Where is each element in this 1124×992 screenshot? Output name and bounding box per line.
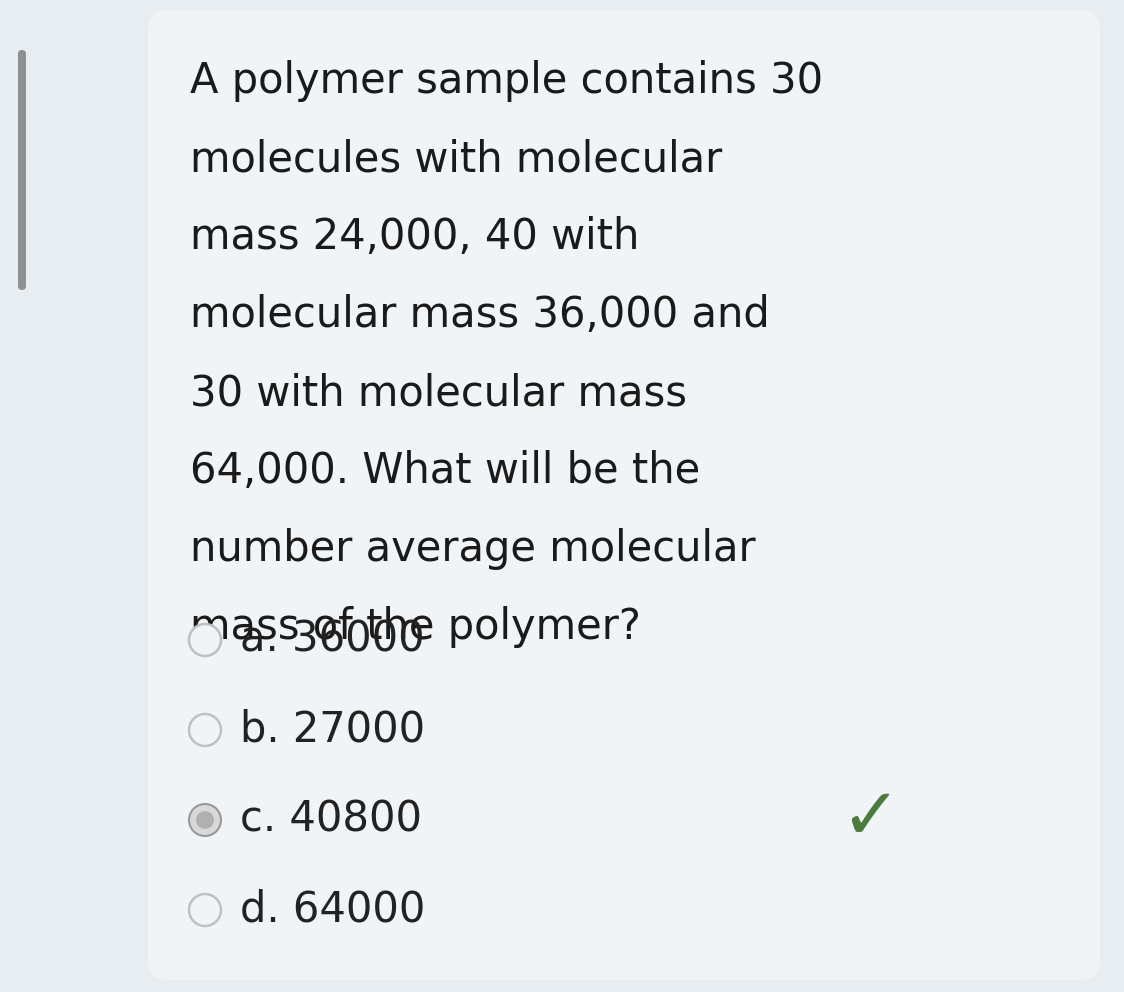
Text: b. 27000: b. 27000 xyxy=(241,709,425,751)
FancyBboxPatch shape xyxy=(148,10,1100,980)
Circle shape xyxy=(189,894,221,926)
Text: 64,000. What will be the: 64,000. What will be the xyxy=(190,450,700,492)
Circle shape xyxy=(189,804,221,836)
Circle shape xyxy=(189,624,221,656)
FancyBboxPatch shape xyxy=(18,50,26,290)
Circle shape xyxy=(189,714,221,746)
Text: 30 with molecular mass: 30 with molecular mass xyxy=(190,372,687,414)
Text: A polymer sample contains 30: A polymer sample contains 30 xyxy=(190,60,823,102)
Text: ✓: ✓ xyxy=(840,786,900,854)
Text: d. 64000: d. 64000 xyxy=(241,889,425,931)
Text: a. 36000: a. 36000 xyxy=(241,619,425,661)
Text: number average molecular: number average molecular xyxy=(190,528,755,570)
Circle shape xyxy=(196,811,214,829)
Text: molecular mass 36,000 and: molecular mass 36,000 and xyxy=(190,294,770,336)
Text: molecules with molecular: molecules with molecular xyxy=(190,138,723,180)
Text: mass of the polymer?: mass of the polymer? xyxy=(190,606,641,648)
Text: c. 40800: c. 40800 xyxy=(241,799,422,841)
Text: mass 24,000, 40 with: mass 24,000, 40 with xyxy=(190,216,640,258)
